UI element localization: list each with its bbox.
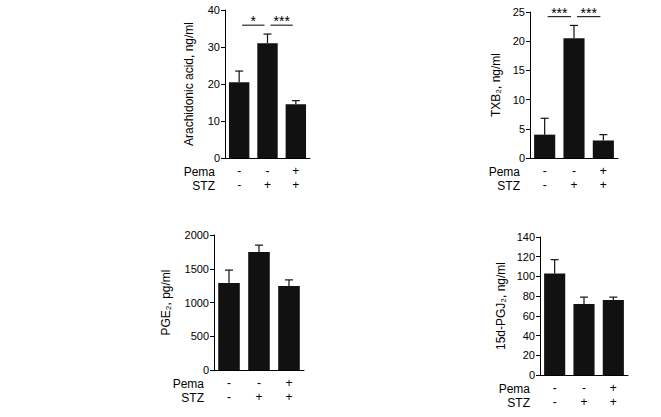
svg-text:TXB₂, ng/ml: TXB₂, ng/ml xyxy=(489,53,503,117)
svg-text:100: 100 xyxy=(517,270,535,282)
svg-text:15d-PGJ₂, ng/ml: 15d-PGJ₂, ng/ml xyxy=(494,262,508,350)
svg-text:+: + xyxy=(600,178,607,192)
svg-text:+: + xyxy=(570,178,577,192)
svg-text:0: 0 xyxy=(519,152,525,164)
svg-text:***: *** xyxy=(551,5,568,21)
svg-text:+: + xyxy=(292,164,299,178)
svg-text:5: 5 xyxy=(519,123,525,135)
svg-text:0: 0 xyxy=(214,152,220,164)
svg-text:500: 500 xyxy=(191,330,209,342)
svg-text:-: - xyxy=(543,178,547,192)
svg-text:25: 25 xyxy=(513,6,525,18)
svg-text:20: 20 xyxy=(208,78,220,90)
svg-text:PGE₂, pg/ml: PGE₂, pg/ml xyxy=(159,269,173,335)
svg-text:120: 120 xyxy=(517,251,535,263)
svg-text:1000: 1000 xyxy=(185,297,209,309)
svg-text:*: * xyxy=(251,13,257,29)
svg-text:+: + xyxy=(292,178,299,192)
svg-text:Pema: Pema xyxy=(489,165,521,179)
svg-text:+: + xyxy=(264,178,271,192)
svg-text:-: - xyxy=(237,178,241,192)
svg-text:10: 10 xyxy=(513,94,525,106)
svg-text:20: 20 xyxy=(513,35,525,47)
svg-text:+: + xyxy=(610,395,617,409)
svg-text:-: - xyxy=(553,395,557,409)
svg-text:Pema: Pema xyxy=(173,377,205,391)
svg-text:140: 140 xyxy=(517,231,535,243)
svg-text:15: 15 xyxy=(513,64,525,76)
svg-text:STZ: STZ xyxy=(507,396,530,410)
svg-text:Pema: Pema xyxy=(184,165,216,179)
svg-text:1500: 1500 xyxy=(185,263,209,275)
svg-text:0: 0 xyxy=(529,369,535,381)
svg-text:+: + xyxy=(610,381,617,395)
svg-text:STZ: STZ xyxy=(181,391,204,405)
svg-text:40: 40 xyxy=(523,330,535,342)
svg-text:-: - xyxy=(572,164,576,178)
svg-text:-: - xyxy=(543,164,547,178)
svg-text:10: 10 xyxy=(208,115,220,127)
svg-text:+: + xyxy=(285,376,292,390)
svg-text:2000: 2000 xyxy=(185,229,209,241)
svg-text:-: - xyxy=(237,164,241,178)
svg-text:40: 40 xyxy=(208,4,220,16)
svg-text:0: 0 xyxy=(203,364,209,376)
svg-text:Pema: Pema xyxy=(499,382,531,396)
svg-text:20: 20 xyxy=(523,349,535,361)
svg-text:-: - xyxy=(227,390,231,404)
svg-text:***: *** xyxy=(273,13,290,29)
svg-text:80: 80 xyxy=(523,290,535,302)
svg-text:-: - xyxy=(257,376,261,390)
svg-text:+: + xyxy=(580,395,587,409)
svg-text:-: - xyxy=(227,376,231,390)
svg-text:-: - xyxy=(553,381,557,395)
svg-text:+: + xyxy=(285,390,292,404)
svg-text:-: - xyxy=(266,164,270,178)
svg-text:Arachidonic acid, ng/ml: Arachidonic acid, ng/ml xyxy=(182,22,196,146)
svg-text:-: - xyxy=(582,381,586,395)
svg-text:+: + xyxy=(600,164,607,178)
svg-text:30: 30 xyxy=(208,41,220,53)
svg-text:STZ: STZ xyxy=(497,179,520,193)
svg-text:***: *** xyxy=(580,5,597,21)
svg-text:STZ: STZ xyxy=(192,179,215,193)
svg-text:60: 60 xyxy=(523,310,535,322)
svg-text:+: + xyxy=(255,390,262,404)
